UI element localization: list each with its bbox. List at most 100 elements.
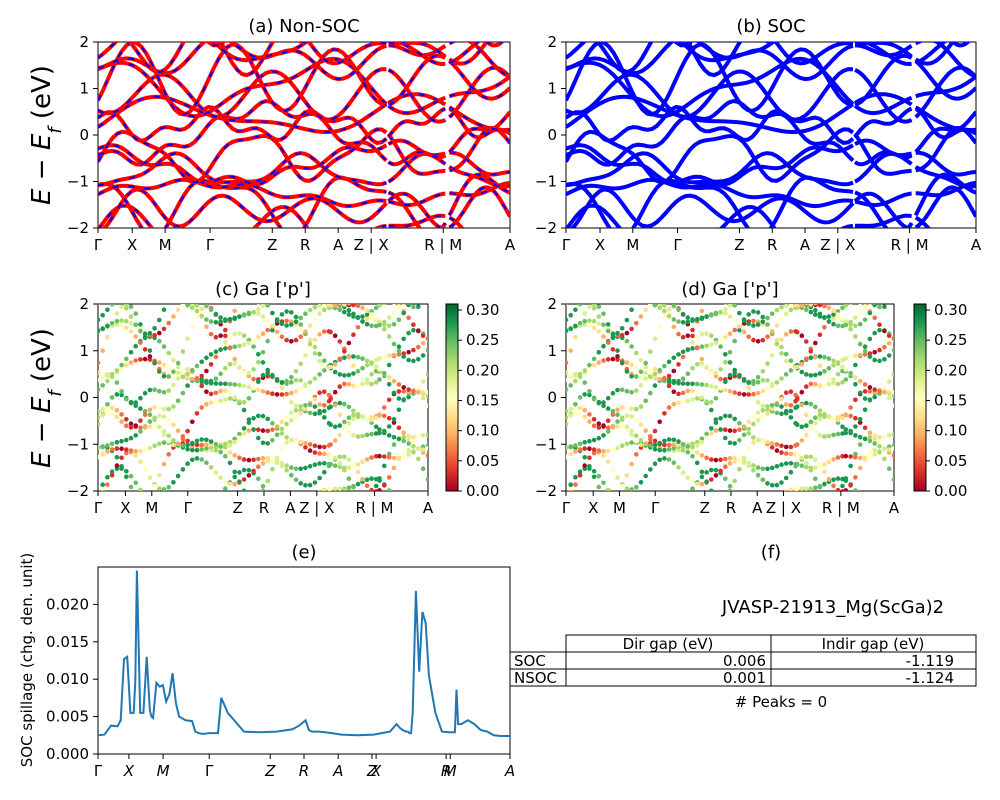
projection-point [289,418,294,423]
projection-point [157,282,162,287]
projection-point [237,314,242,319]
projection-point [690,250,695,255]
projection-point [274,432,280,438]
projection-point [265,327,271,333]
projection-point [615,445,620,451]
projection-point [817,363,823,369]
panel-a-ylabel: E − Ef (eV) [27,65,66,205]
projection-point [128,448,134,453]
projection-point [817,408,823,414]
projection-point [638,442,644,448]
projection-point [246,428,252,433]
projection-point [109,447,115,452]
projection-point [289,410,294,416]
projection-point [610,356,616,362]
projection-point [601,453,606,458]
projection-point [872,304,877,305]
projection-point [138,395,143,401]
projection-point [396,317,402,323]
projection-point [638,383,644,388]
projection-point [788,461,794,466]
projection-point [360,433,365,439]
projection-point [788,415,794,420]
projection-point [232,474,237,480]
projection-point [568,373,573,378]
projection-point [98,328,101,333]
projection-point [204,304,209,308]
projection-point [98,490,100,491]
colorbar-c-ticks: 0.300.250.200.150.100.050.00 [458,301,499,500]
projection-point [204,380,209,386]
projection-point [351,332,356,338]
projection-point [96,285,101,290]
projection-point [666,359,672,365]
projection-point [587,392,592,398]
projection-point [199,437,204,442]
projection-point [596,421,602,427]
projection-point [840,364,845,370]
projection-point [260,488,266,491]
panel-b-xtick-label: M [626,236,639,254]
projection-point [746,419,751,425]
projection-point [629,390,634,395]
projection-point [124,290,129,295]
projection-point [882,344,887,350]
projection-point [863,509,868,514]
projection-point [342,309,347,315]
projection-point [373,415,379,421]
projection-point [713,473,719,478]
projection-point [723,456,728,462]
panel-e-xtick-label: R [299,762,309,780]
projection-point [232,395,237,400]
projection-point [157,405,162,410]
projection-point [356,493,361,498]
projection-point [364,457,370,462]
projection-point [742,500,747,505]
projection-point [648,304,653,307]
projection-point [822,412,827,418]
table-cell-soc-dir: 0.006 [723,652,766,670]
projection-point [303,440,308,446]
panel-e-xtick-label: X [123,762,135,780]
projection-point [822,434,827,439]
projection-point [166,452,171,457]
projection-point [317,408,322,414]
band-line-dashed [98,178,387,208]
projection-point [657,440,662,446]
projection-point [166,282,171,287]
projection-point [133,286,138,291]
projection-point [342,401,347,407]
projection-point [303,483,308,488]
projection-point [142,412,148,418]
projection-point [391,310,397,316]
projection-point [298,440,304,445]
projection-point [190,324,195,329]
projection-point [317,489,322,491]
projection-point [601,403,606,409]
projection-point [634,297,639,302]
projection-point [853,415,858,421]
band-line [98,94,388,134]
projection-point [619,443,625,449]
projection-point [275,500,280,505]
projection-point [713,420,719,426]
projection-point [152,417,157,423]
band-line [566,56,855,119]
projection-point [568,444,573,450]
projection-point [124,437,129,443]
projection-point [666,442,672,448]
projection-point [199,383,204,389]
projection-point [133,433,138,438]
projection-point [255,464,261,470]
band-line-dashed [387,134,446,175]
projection-point [100,482,105,488]
projection-point [804,432,809,438]
projection-point [391,455,397,461]
projection-point [892,287,897,292]
panel-e-ytick-label: 0.005 [46,708,89,726]
projection-point [298,404,304,409]
projection-point [317,451,322,456]
panel-e-xtick-label: R [441,762,451,780]
projection-point [142,356,148,362]
